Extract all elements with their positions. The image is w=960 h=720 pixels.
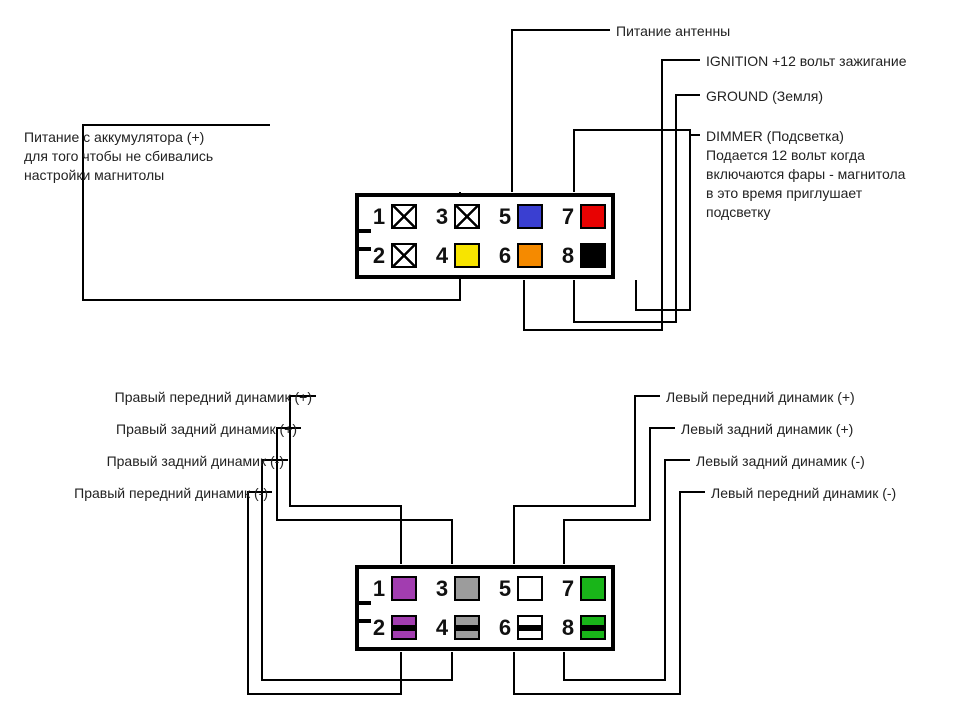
label-battery: Питание с аккумулятора (+) для того чтоб… <box>24 128 274 185</box>
pin-6: 6 <box>493 240 550 271</box>
pin-color <box>454 615 480 640</box>
label-ignition: IGNITION +12 вольт зажигание <box>706 52 907 71</box>
label-lf-plus: Левый передний динамик (+) <box>666 388 855 407</box>
pin-number: 4 <box>432 615 452 641</box>
diagram-canvas: { "canvas": { "width": 960, "height": 72… <box>0 0 960 720</box>
pin-number: 1 <box>369 576 389 602</box>
pin-3: 3 <box>430 573 487 604</box>
pin-number: 4 <box>432 243 452 269</box>
pin-number: 5 <box>495 204 515 230</box>
pin-color <box>580 243 606 268</box>
pin-color <box>580 204 606 229</box>
label-ground: GROUND (Земля) <box>706 87 823 106</box>
pin-8: 8 <box>556 612 613 643</box>
label-rr-minus: Правый задний динамик (-) <box>107 452 284 471</box>
pin-color <box>580 615 606 640</box>
pin-1: 1 <box>367 573 424 604</box>
pin-number: 8 <box>558 243 578 269</box>
label-rr-plus: Правый задний динамик (+) <box>116 420 297 439</box>
pin-color <box>454 576 480 601</box>
pin-number: 7 <box>558 576 578 602</box>
pin-5: 5 <box>493 201 550 232</box>
connector-speakers: 1 3 5 7 2 4 6 8 <box>355 565 615 651</box>
pin-color <box>580 576 606 601</box>
pin-color <box>391 615 417 640</box>
label-antenna: Питание антенны <box>616 22 730 41</box>
pin-number: 3 <box>432 576 452 602</box>
pin-4: 4 <box>430 612 487 643</box>
pin-number: 2 <box>369 243 389 269</box>
pin-number: 2 <box>369 615 389 641</box>
pin-color <box>391 243 417 268</box>
pin-number: 6 <box>495 615 515 641</box>
pin-color <box>517 576 543 601</box>
pin-number: 3 <box>432 204 452 230</box>
pin-6: 6 <box>493 612 550 643</box>
label-rf-plus: Правый передний динамик (+) <box>115 388 312 407</box>
pin-1: 1 <box>367 201 424 232</box>
pin-color <box>454 243 480 268</box>
pin-color <box>454 204 480 229</box>
pin-7: 7 <box>556 573 613 604</box>
pin-number: 1 <box>369 204 389 230</box>
pin-number: 6 <box>495 243 515 269</box>
pin-2: 2 <box>367 612 424 643</box>
label-rf-minus: Правый передний динамик (-) <box>74 484 268 503</box>
pin-color <box>517 243 543 268</box>
label-dimmer: DIMMER (Подсветка) Подается 12 вольт ког… <box>706 127 946 221</box>
pin-number: 7 <box>558 204 578 230</box>
pin-8: 8 <box>556 240 613 271</box>
label-lr-minus: Левый задний динамик (-) <box>696 452 865 471</box>
pin-number: 8 <box>558 615 578 641</box>
pin-color <box>391 576 417 601</box>
pin-color <box>391 204 417 229</box>
pin-7: 7 <box>556 201 613 232</box>
label-lr-plus: Левый задний динамик (+) <box>681 420 853 439</box>
pin-number: 5 <box>495 576 515 602</box>
pin-color <box>517 204 543 229</box>
pin-color <box>517 615 543 640</box>
pin-5: 5 <box>493 573 550 604</box>
pin-4: 4 <box>430 240 487 271</box>
label-lf-minus: Левый передний динамик (-) <box>711 484 896 503</box>
connector-power: 1 3 5 7 2 4 6 8 <box>355 193 615 279</box>
pin-3: 3 <box>430 201 487 232</box>
pin-2: 2 <box>367 240 424 271</box>
